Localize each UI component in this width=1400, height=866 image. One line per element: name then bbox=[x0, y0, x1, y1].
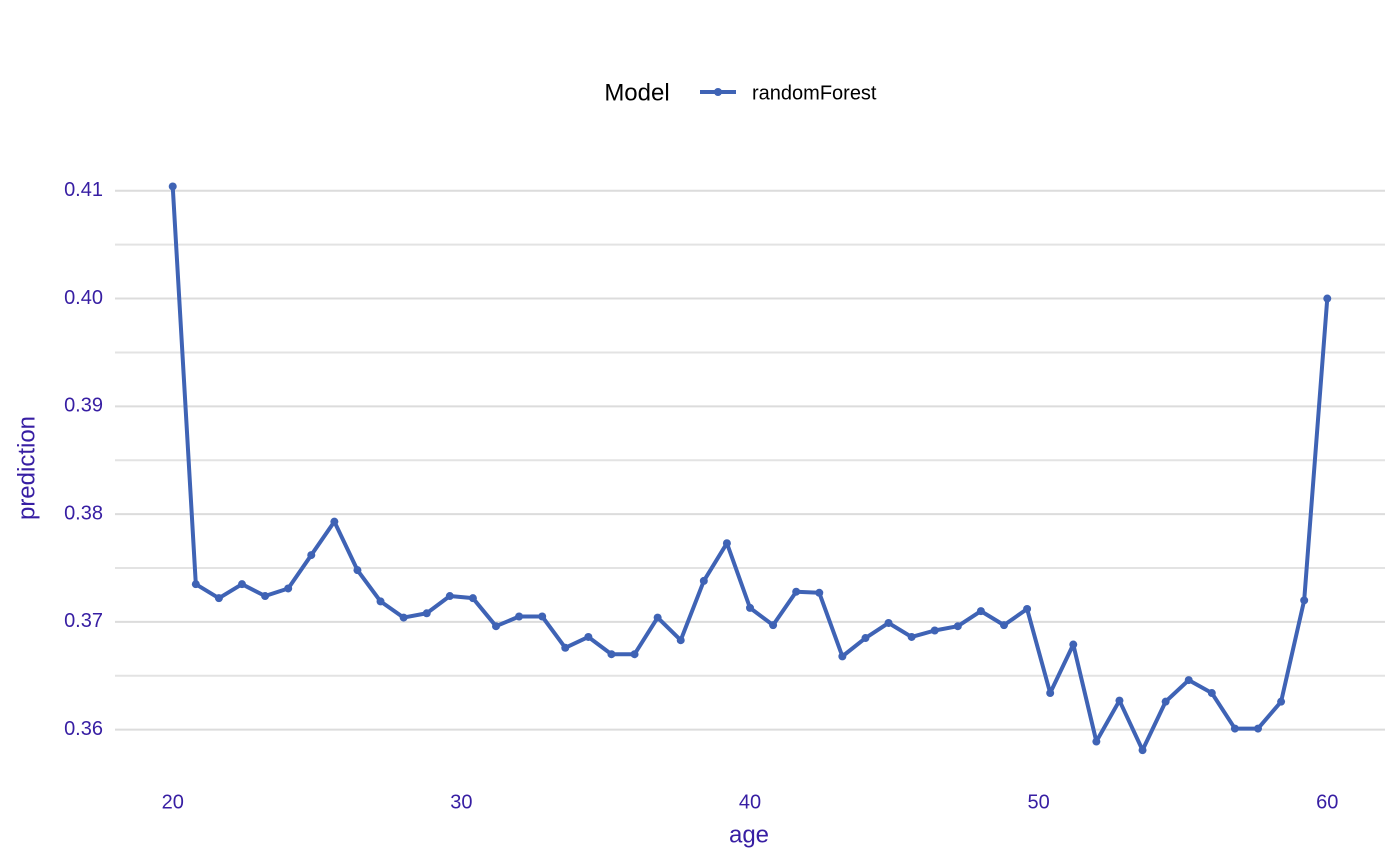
data-point bbox=[699, 576, 708, 585]
data-point bbox=[399, 613, 408, 622]
data-point bbox=[1230, 724, 1239, 733]
series-line bbox=[170, 186, 1330, 753]
data-point bbox=[261, 592, 270, 601]
data-point bbox=[538, 612, 547, 621]
data-point bbox=[607, 650, 616, 659]
data-point bbox=[722, 539, 731, 548]
data-point bbox=[1069, 640, 1078, 649]
data-point bbox=[468, 594, 477, 603]
data-point bbox=[1300, 596, 1309, 605]
data-point bbox=[976, 607, 985, 616]
data-point bbox=[561, 643, 570, 652]
data-point bbox=[930, 626, 939, 635]
data-point bbox=[1323, 294, 1332, 303]
data-point bbox=[1138, 746, 1147, 755]
data-point bbox=[815, 588, 824, 597]
y-tick-label: 0.37 bbox=[64, 610, 103, 632]
legend-swatch-point bbox=[714, 88, 722, 96]
x-tick-label: 20 bbox=[162, 791, 184, 813]
data-point bbox=[191, 580, 200, 589]
data-point bbox=[769, 621, 778, 630]
data-point bbox=[284, 584, 293, 593]
data-point bbox=[376, 597, 385, 606]
data-point bbox=[746, 603, 754, 612]
y-tick-label: 0.38 bbox=[64, 502, 103, 524]
data-point bbox=[884, 618, 893, 627]
data-point bbox=[1046, 689, 1055, 698]
data-point bbox=[838, 652, 847, 661]
data-point bbox=[630, 650, 639, 659]
legend-title: Model bbox=[604, 79, 669, 106]
x-axis-title: age bbox=[729, 821, 769, 848]
data-point bbox=[953, 622, 962, 631]
data-point bbox=[861, 634, 870, 643]
data-point bbox=[515, 612, 524, 621]
y-tick-label: 0.41 bbox=[64, 179, 103, 201]
data-point bbox=[1092, 737, 1101, 746]
data-point bbox=[1000, 621, 1008, 630]
data-point bbox=[584, 632, 593, 641]
data-point bbox=[422, 609, 431, 618]
data-point bbox=[1207, 689, 1216, 698]
data-point bbox=[1184, 676, 1193, 685]
data-point bbox=[168, 182, 177, 191]
y-tick-label: 0.36 bbox=[64, 718, 103, 740]
data-point bbox=[1023, 604, 1032, 613]
x-tick-label: 30 bbox=[450, 791, 472, 813]
y-axis-title: prediction bbox=[13, 416, 40, 520]
data-point bbox=[907, 632, 916, 641]
data-point bbox=[492, 622, 500, 631]
y-tick-label: 0.39 bbox=[64, 395, 103, 417]
data-point bbox=[353, 566, 362, 575]
y-tick-label: 0.40 bbox=[64, 287, 103, 309]
data-point bbox=[238, 580, 246, 589]
data-point bbox=[1115, 696, 1124, 705]
data-point bbox=[653, 613, 662, 622]
x-tick-label: 40 bbox=[739, 791, 761, 813]
data-point bbox=[445, 592, 454, 601]
data-point bbox=[1161, 697, 1170, 706]
data-point bbox=[1277, 697, 1286, 706]
x-tick-label: 60 bbox=[1316, 791, 1338, 813]
data-point bbox=[1254, 724, 1262, 733]
x-tick-label: 50 bbox=[1028, 791, 1050, 813]
legend-label: randomForest bbox=[752, 82, 877, 104]
data-point bbox=[792, 587, 801, 596]
data-point bbox=[676, 636, 685, 645]
data-point bbox=[330, 517, 339, 526]
data-point bbox=[307, 551, 316, 560]
data-point bbox=[214, 594, 223, 603]
